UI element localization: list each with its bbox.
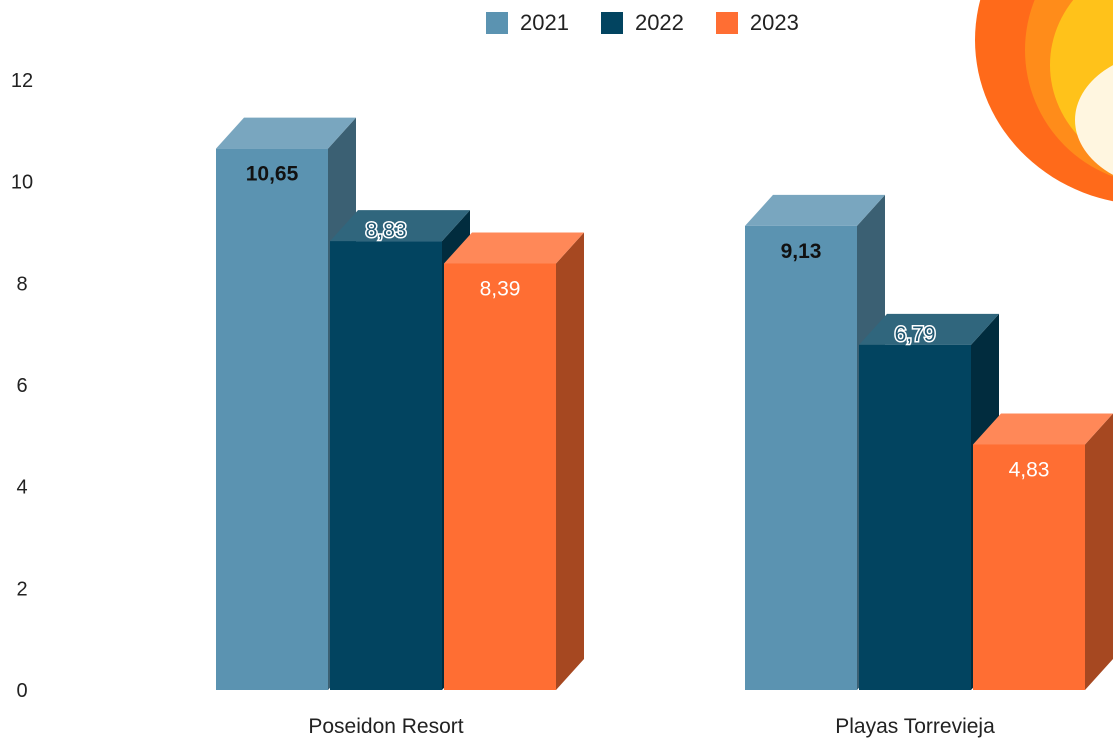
bar-2022-1: 6,79 <box>859 313 999 690</box>
bar-side-face <box>1085 413 1113 690</box>
y-tick-label: 0 <box>16 680 27 702</box>
bar-front-face <box>973 444 1085 690</box>
bar-2023-1: 4,83 <box>973 413 1113 690</box>
data-label-2021-1: 9,13 <box>781 240 822 263</box>
legend-swatch-2021 <box>486 12 508 34</box>
x-tick-label: Poseidon Resort <box>308 715 463 738</box>
legend: 2021 2022 2023 <box>486 10 799 36</box>
legend-label-2023: 2023 <box>749 10 799 35</box>
bar-front-face <box>745 225 857 690</box>
bars-group: 10,65 8,83 8,39 9,13 6,79 4,83 <box>216 117 1113 690</box>
x-axis-labels: Poseidon Resort Playas Torrevieja <box>308 715 995 738</box>
bar-top-face <box>216 117 356 149</box>
bar-top-face <box>973 413 1113 445</box>
decorative-flame-logo <box>975 0 1113 202</box>
legend-label-2021: 2021 <box>520 10 569 35</box>
data-label-2022-1: 6,79 <box>895 323 936 346</box>
legend-item-2022: 2022 <box>600 10 684 36</box>
x-tick-label: Playas Torrevieja <box>835 715 995 738</box>
bar-2023-0: 8,39 <box>444 232 584 690</box>
y-tick-label: 6 <box>16 375 27 397</box>
legend-swatch-2023 <box>715 12 738 34</box>
bar-front-face <box>216 148 328 690</box>
y-tick-label: 12 <box>11 70 33 92</box>
legend-swatch-2022 <box>600 12 623 34</box>
bar-top-face <box>745 194 885 226</box>
data-label-2021-0: 10,65 <box>246 163 299 186</box>
data-label-2023-1: 4,83 <box>1009 458 1050 481</box>
bar-top-face <box>444 232 584 264</box>
bar-front-face <box>330 241 442 690</box>
data-label-2022-0: 8,83 <box>366 219 407 242</box>
legend-item-2021: 2021 <box>486 10 569 36</box>
legend-label-2022: 2022 <box>634 10 684 35</box>
bar-top-face <box>330 210 470 242</box>
y-axis-ticks: 0 2 4 6 8 10 12 <box>11 70 33 702</box>
y-tick-label: 10 <box>11 172 33 194</box>
y-tick-label: 2 <box>16 578 27 600</box>
y-tick-label: 4 <box>16 477 27 499</box>
y-tick-label: 8 <box>16 273 27 295</box>
bar-side-face <box>556 232 584 690</box>
bar-front-face <box>859 344 971 690</box>
bar-top-face <box>859 313 999 345</box>
data-label-2023-0: 8,39 <box>480 278 521 301</box>
legend-item-2023: 2023 <box>715 10 799 36</box>
bar-front-face <box>444 263 556 690</box>
